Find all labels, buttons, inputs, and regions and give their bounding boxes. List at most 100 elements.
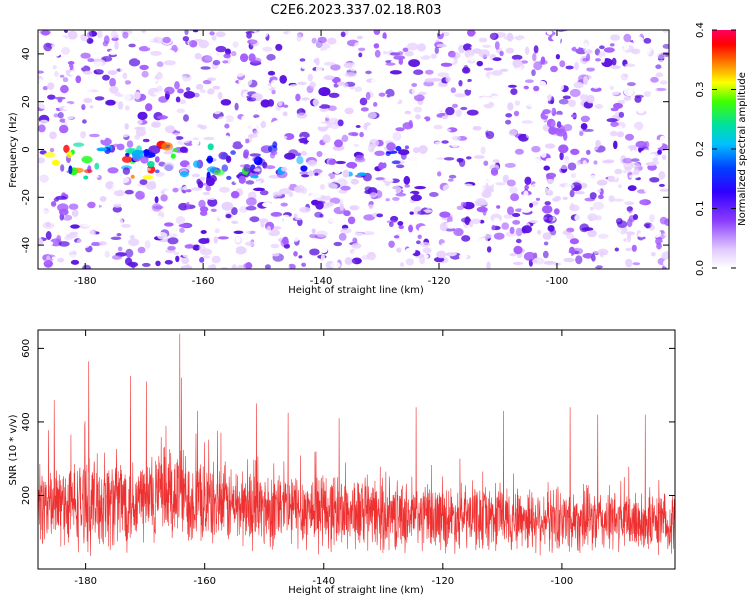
heatmap-cell	[575, 255, 583, 265]
heatmap-cell	[424, 78, 435, 83]
heatmap-cell	[38, 110, 43, 117]
heatmap-cell	[231, 264, 238, 269]
heatmap-cell	[276, 216, 284, 224]
heatmap-cell	[423, 85, 435, 94]
heatmap-cell	[644, 141, 650, 149]
heatmap-cell	[103, 108, 116, 114]
heatmap-cell	[224, 182, 234, 188]
heatmap-cell	[207, 77, 217, 81]
heatmap-cell	[371, 142, 377, 149]
heatmap-cell	[489, 32, 499, 40]
heatmap-cell	[94, 122, 102, 131]
heatmap-cell	[329, 197, 341, 205]
heatmap-cell	[113, 189, 125, 197]
heatmap-cell	[447, 165, 453, 169]
heatmap-cell	[615, 125, 623, 132]
heatmap-cell	[551, 58, 559, 64]
heatmap-cell	[485, 90, 493, 97]
heatmap-cell	[142, 138, 150, 143]
heatmap-cell	[631, 158, 640, 162]
heatmap-cell	[351, 162, 356, 169]
heatmap-cell	[433, 117, 446, 123]
heatmap-cell	[379, 216, 390, 220]
heatmap-cell	[122, 167, 131, 175]
heatmap-cell	[392, 132, 402, 141]
heatmap-cell	[164, 86, 175, 95]
heatmap-cell	[319, 184, 326, 190]
heatmap-cell	[107, 167, 119, 174]
heatmap-cell	[351, 257, 362, 265]
heatmap-cell	[296, 112, 308, 119]
heatmap-cell	[504, 162, 516, 168]
heatmap-cell	[408, 59, 420, 68]
heatmap-cell	[148, 145, 161, 155]
heatmap-cell	[458, 210, 465, 215]
heatmap-cell	[153, 78, 158, 83]
heatmap-cell	[505, 47, 515, 54]
heatmap-cell	[440, 62, 453, 67]
heatmap-cell	[107, 70, 118, 75]
heatmap-cell	[299, 58, 306, 62]
heatmap-cell	[553, 208, 560, 215]
heatmap-cell	[607, 175, 616, 183]
heatmap-cell	[614, 247, 619, 252]
heatmap-cell	[205, 185, 211, 192]
heatmap-cell	[520, 208, 532, 213]
heatmap-cell	[628, 174, 640, 179]
heatmap-cell	[662, 30, 668, 33]
heatmap-cell	[319, 213, 324, 218]
heatmap-cell	[141, 70, 149, 78]
heatmap-cell	[422, 247, 432, 254]
heatmap-cell	[207, 88, 215, 95]
heatmap-cell	[533, 45, 539, 54]
heatmap-cell	[172, 132, 183, 137]
heatmap-cell	[256, 64, 269, 69]
heatmap-cell	[482, 44, 492, 48]
heatmap-cell	[162, 36, 171, 44]
heatmap-cell	[586, 64, 597, 68]
heatmap-cell	[515, 208, 523, 212]
heatmap-cell	[43, 90, 48, 98]
heatmap-cell	[627, 145, 637, 150]
heatmap-cell	[254, 79, 267, 89]
heatmap-cell	[587, 59, 596, 67]
heatmap-cell	[314, 172, 319, 176]
heatmap-cell	[580, 182, 588, 189]
x-tick-label: -120	[431, 576, 454, 587]
heatmap-cell	[369, 192, 378, 198]
heatmap-cell	[514, 41, 521, 46]
heatmap-cell	[299, 127, 312, 132]
heatmap-cell	[38, 60, 48, 68]
heatmap-cell	[38, 209, 49, 215]
heatmap-cell	[635, 203, 646, 212]
heatmap-cell	[395, 192, 407, 197]
x-tick-label: -140	[312, 576, 335, 587]
heatmap-cell	[524, 111, 532, 119]
heatmap-cell	[280, 202, 288, 207]
x-tick-label: -160	[192, 276, 215, 287]
heatmap-cell	[598, 209, 607, 215]
heatmap-cell	[640, 149, 652, 158]
heatmap-cell	[169, 201, 176, 209]
heatmap-cell	[541, 205, 553, 214]
heatmap-cell	[298, 138, 310, 144]
heatmap-cell	[338, 232, 347, 241]
heatmap-cell	[329, 215, 338, 219]
heatmap-cell	[292, 139, 300, 145]
heatmap-cell	[398, 225, 404, 230]
heatmap-cell	[175, 96, 181, 103]
heatmap-cell	[174, 81, 180, 90]
heatmap-cell	[447, 115, 454, 124]
heatmap-cell	[589, 206, 594, 211]
heatmap-cell	[210, 208, 217, 212]
heatmap-cell	[369, 82, 378, 88]
heatmap-cell	[330, 262, 341, 269]
heatmap-cell	[70, 259, 80, 265]
heatmap-cell	[200, 32, 209, 38]
heatmap-cell	[355, 228, 367, 232]
heatmap-cell	[531, 201, 539, 206]
heatmap-cell	[374, 49, 381, 58]
heatmap-cell	[445, 221, 457, 229]
heatmap-cell	[151, 215, 164, 221]
heatmap-cells	[38, 30, 669, 269]
